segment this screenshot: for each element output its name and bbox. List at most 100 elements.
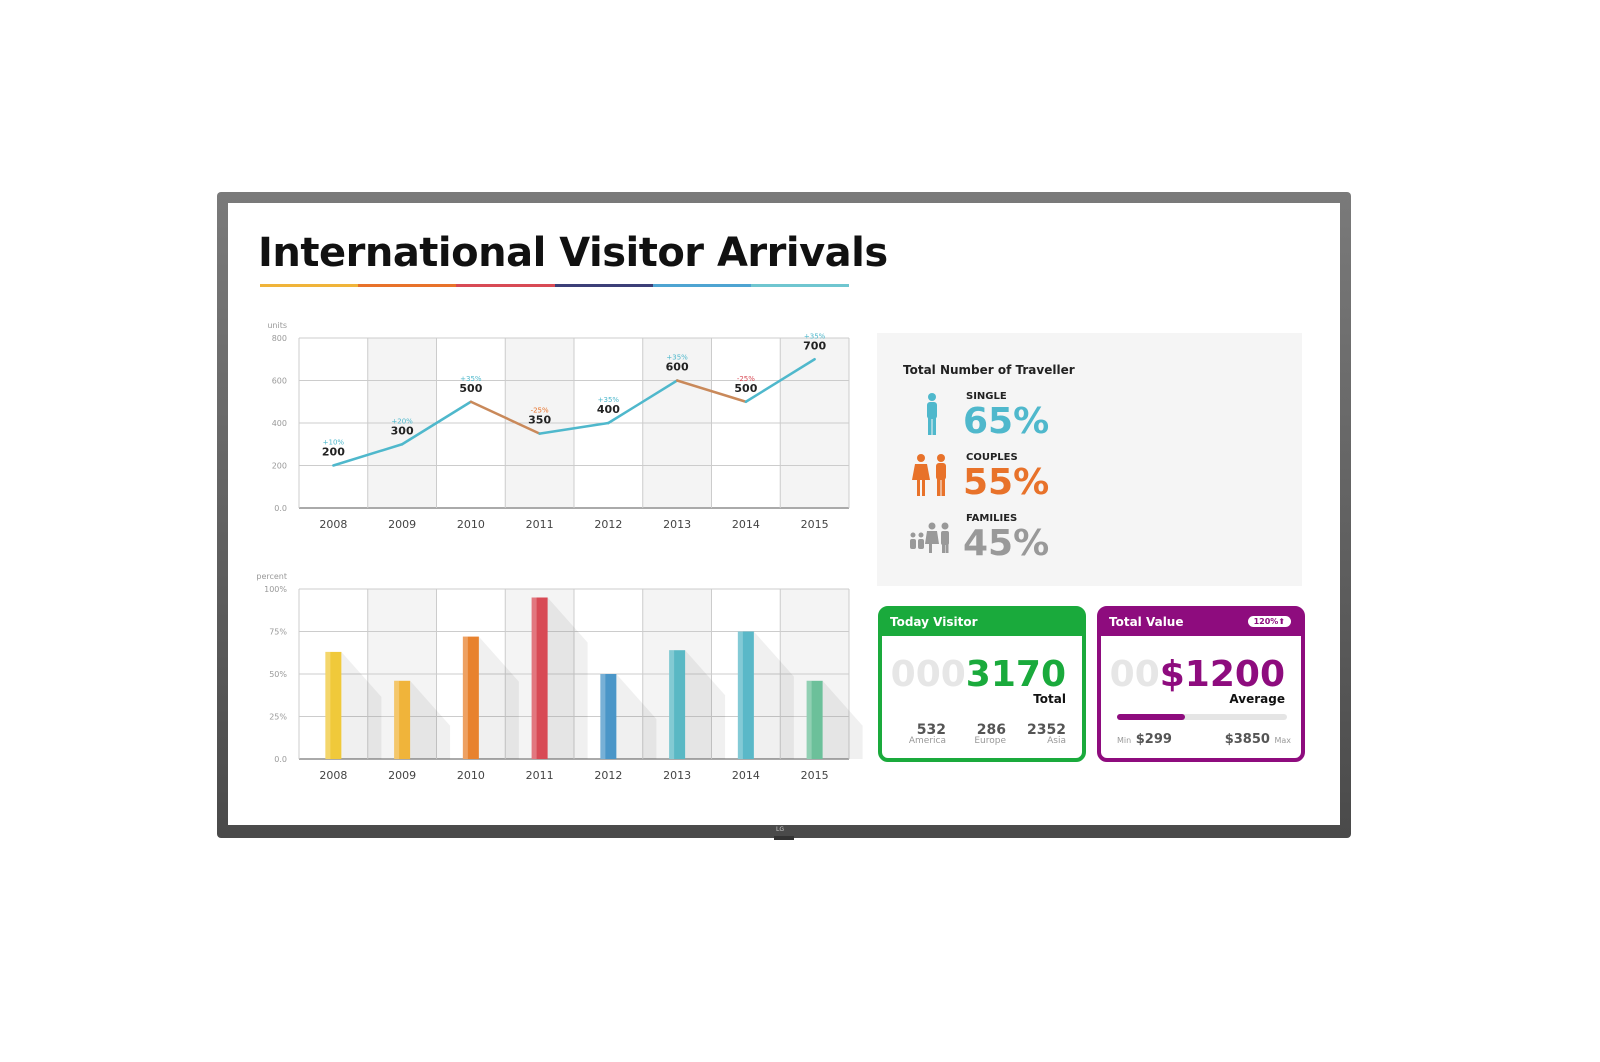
traveller-panel: Total Number of Traveller SINGLE 65% COU…: [877, 333, 1302, 586]
bar-highlight: [394, 680, 400, 759]
line-segment: [538, 421, 610, 435]
data-label: 700: [803, 339, 826, 352]
bar-shadow: [478, 636, 519, 759]
x-tick-label: 2010: [457, 769, 485, 782]
bar-highlight: [806, 680, 812, 759]
bar: [531, 597, 548, 759]
bar: [669, 650, 686, 759]
single-person-icon: [927, 393, 937, 435]
x-tick-label: 2014: [732, 518, 760, 531]
change-label: +10%: [323, 439, 345, 447]
x-tick-label: 2015: [801, 518, 829, 531]
change-label: -25%: [531, 407, 549, 415]
x-tick-label: 2014: [732, 769, 760, 782]
change-label: +20%: [391, 417, 413, 425]
x-tick-label: 2010: [457, 518, 485, 531]
x-tick-label: 2013: [663, 769, 691, 782]
change-label: +35%: [666, 354, 688, 362]
underline-segment: [750, 284, 850, 287]
bar-highlight: [600, 674, 606, 759]
total-value-average: 00$1200: [1109, 654, 1285, 695]
traveller-title: Total Number of Traveller: [903, 363, 1075, 377]
total-value-title: Total Value: [1109, 615, 1184, 629]
max-value: $3850 Max: [1224, 732, 1291, 747]
value-progress-fill: [1117, 714, 1185, 720]
data-label: 200: [322, 446, 345, 459]
x-tick-label: 2012: [594, 518, 622, 531]
line-segment: [332, 443, 404, 467]
y-tick-label: 75%: [269, 628, 287, 637]
bar: [806, 680, 823, 759]
segment-single: SINGLE 65%: [903, 391, 1073, 451]
line-segment: [675, 379, 748, 403]
x-tick-label: 2008: [319, 518, 347, 531]
bar-highlight: [737, 631, 743, 759]
change-label: -25%: [737, 375, 755, 383]
y-tick-label: 400: [272, 419, 287, 428]
min-value: Min $299: [1117, 732, 1172, 747]
change-label: +35%: [804, 332, 826, 340]
bar-highlight: [325, 651, 331, 759]
bar-highlight: [669, 650, 675, 759]
line-segment: [400, 400, 473, 446]
y-tick-label: 600: [272, 377, 287, 386]
bar: [737, 631, 754, 759]
bar: [600, 674, 617, 759]
y-tick-label: 50%: [269, 670, 287, 679]
bar: [462, 636, 479, 759]
x-tick-label: 2012: [594, 769, 622, 782]
bar-shadow: [341, 651, 382, 759]
bar-shadow: [753, 631, 794, 759]
today-visitor-title: Today Visitor: [882, 610, 1082, 636]
underline-segment: [554, 284, 653, 287]
bar-highlight: [531, 597, 537, 759]
x-tick-label: 2011: [526, 769, 554, 782]
data-label: 300: [391, 424, 414, 437]
data-label: 500: [734, 382, 757, 395]
monitor-stand: [774, 836, 794, 840]
x-tick-label: 2009: [388, 518, 416, 531]
x-tick-label: 2008: [319, 769, 347, 782]
region-europe: 286 Europe: [974, 722, 1006, 746]
segment-couples: COUPLES 55%: [903, 452, 1073, 512]
segment-families: FAMILIES 45%: [903, 513, 1073, 573]
region-america: 532 America: [908, 722, 946, 746]
y-tick-label: 25%: [269, 713, 287, 722]
line-segment: [607, 379, 679, 425]
total-value-card: Total Value 120%⬆ 00$1200 Average Min $29…: [1097, 606, 1305, 762]
family-icon: [910, 522, 949, 553]
data-label: 500: [459, 382, 482, 395]
y-tick-label: 100%: [264, 585, 287, 594]
x-tick-label: 2013: [663, 518, 691, 531]
bar-highlight: [462, 636, 468, 759]
line-segment: [469, 400, 541, 435]
underline-segment: [456, 284, 555, 287]
x-tick-label: 2009: [388, 769, 416, 782]
page-title: International Visitor Arrivals: [258, 230, 888, 276]
x-tick-label: 2011: [526, 518, 554, 531]
data-label: 350: [528, 414, 551, 427]
x-tick-label: 2015: [801, 769, 829, 782]
brand-logo: LG: [776, 826, 784, 833]
bar: [325, 651, 342, 759]
value-progress-bar: [1117, 714, 1287, 720]
y-axis-label: units: [267, 321, 287, 330]
y-tick-label: 800: [272, 334, 287, 343]
bar-shadow: [616, 674, 657, 759]
change-label: +35%: [598, 396, 620, 404]
underline-segment: [260, 284, 359, 287]
bar-shadow: [685, 650, 726, 759]
bar-shadow: [410, 680, 451, 759]
y-axis-label: percent: [256, 572, 287, 581]
y-tick-label: 200: [272, 462, 287, 471]
underline-segment: [358, 284, 457, 287]
bar-shadow: [822, 680, 863, 759]
bar-shadow: [547, 597, 588, 759]
y-tick-label: 0.0: [274, 755, 287, 764]
today-visitor-card: Today Visitor 0003170 Total 532 America 2…: [878, 606, 1086, 762]
today-visitor-total: 0003170: [890, 654, 1066, 695]
data-label: 600: [666, 361, 689, 374]
couple-icon: [912, 454, 946, 496]
line-segment: [744, 358, 816, 403]
